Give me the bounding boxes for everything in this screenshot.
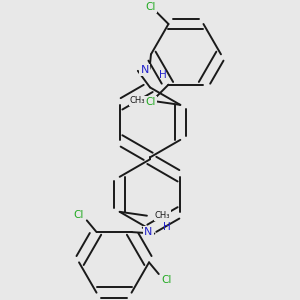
Text: Cl: Cl: [161, 275, 172, 285]
Text: CH₃: CH₃: [130, 97, 145, 106]
Text: N: N: [140, 65, 149, 75]
Text: H: H: [163, 222, 171, 232]
Text: Cl: Cl: [74, 210, 84, 220]
Text: CH₃: CH₃: [155, 211, 170, 220]
Text: H: H: [159, 70, 167, 80]
Text: N: N: [144, 227, 153, 237]
Text: Cl: Cl: [146, 97, 156, 107]
Text: Cl: Cl: [146, 2, 156, 11]
